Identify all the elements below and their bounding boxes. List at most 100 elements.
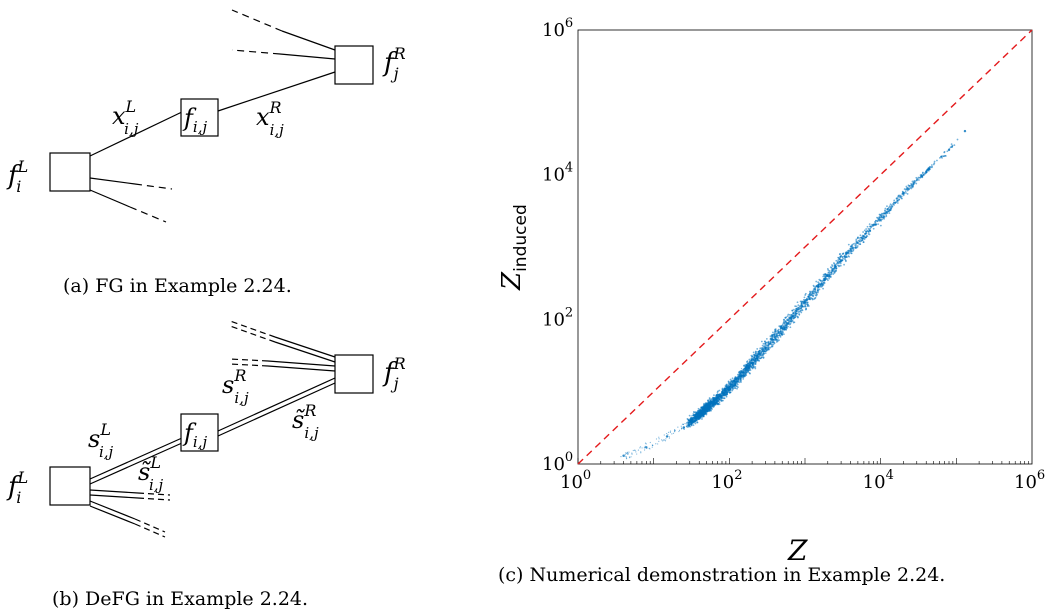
scatter-point xyxy=(703,410,706,412)
scatter-point xyxy=(743,374,745,377)
scatter-point xyxy=(744,369,747,372)
scatter-point xyxy=(828,274,831,277)
branch-b-fR-1b-dash xyxy=(229,325,276,343)
scatter-point xyxy=(889,207,892,210)
scatter-point xyxy=(885,211,888,214)
scatter-point xyxy=(797,307,800,309)
scatter-point xyxy=(698,409,701,411)
scatter-point xyxy=(729,388,731,391)
scatter-point xyxy=(765,349,768,351)
scatter-point xyxy=(753,363,755,365)
scatter-point xyxy=(722,391,724,393)
scatter-point xyxy=(677,426,679,428)
scatter-point xyxy=(739,370,742,372)
branch-b-fR-2a-dash xyxy=(229,358,269,362)
scatter-point xyxy=(794,314,797,317)
scatter-point xyxy=(946,150,949,153)
scatter-point xyxy=(843,255,846,258)
scatter-point xyxy=(634,449,636,452)
scatter-point xyxy=(804,292,807,295)
scatter-point xyxy=(828,270,831,272)
scatter-point xyxy=(655,438,658,440)
scatter-point xyxy=(890,204,893,207)
scatter-point xyxy=(702,415,704,417)
branch-b-fR-1a-dash xyxy=(229,320,276,338)
scatter-point xyxy=(796,315,799,318)
scatter-point xyxy=(783,333,785,336)
scatter-point xyxy=(734,387,736,389)
scatter-point xyxy=(841,256,844,258)
scatter-point xyxy=(943,150,946,153)
scatter-point xyxy=(730,388,732,390)
scatter-point xyxy=(854,242,857,245)
scatter-point xyxy=(743,371,745,373)
scatter-point xyxy=(822,277,825,280)
scatter-point xyxy=(917,176,920,179)
y-axis-label: Zinduced xyxy=(497,204,531,291)
scatter-point xyxy=(821,283,824,285)
scatter-point xyxy=(758,357,761,360)
scatter-point xyxy=(686,422,688,424)
scatter-point xyxy=(837,256,840,259)
scatter-point xyxy=(694,415,697,418)
scatter-point xyxy=(856,240,858,243)
scatter-point xyxy=(835,259,838,262)
scatter-point xyxy=(738,372,741,375)
scatter-point xyxy=(691,422,693,424)
scatter-point xyxy=(814,294,817,296)
scatter-point xyxy=(852,246,855,249)
scatter-point xyxy=(886,205,888,208)
scatter-point xyxy=(933,160,936,163)
scatter-point xyxy=(773,341,776,344)
scatter-point xyxy=(880,215,883,217)
scatter-point xyxy=(745,372,748,374)
scatter-point xyxy=(892,203,895,205)
scatter-point xyxy=(872,224,875,227)
scatter-point xyxy=(896,197,899,200)
scatter-point xyxy=(787,325,789,328)
branch-b-fL-2b-dash xyxy=(134,523,166,538)
scatter-point xyxy=(963,129,967,133)
scatter-point xyxy=(827,279,829,282)
edge-sL-1 xyxy=(89,437,183,480)
scatter-point xyxy=(731,386,734,389)
caption-c: (c) Numerical demonstration in Example 2… xyxy=(498,564,945,586)
label-b-sR: sR i,j xyxy=(222,366,249,407)
scatter-point xyxy=(686,423,688,425)
scatter-point xyxy=(847,255,850,257)
scatter-point xyxy=(657,443,659,445)
scatter-point xyxy=(859,240,861,243)
scatter-point xyxy=(678,430,680,433)
scatter-point xyxy=(741,375,743,378)
scatter-plot: 100 102 104 106 100 102 104 106 xyxy=(542,16,1045,493)
scatter-point xyxy=(686,425,688,427)
scatter-point xyxy=(791,309,794,312)
y-tick-label: 104 xyxy=(542,161,573,186)
scatter-point xyxy=(717,402,719,405)
scatter-point xyxy=(625,456,627,458)
scatter-point xyxy=(672,432,675,434)
scatter-point xyxy=(724,389,726,391)
scatter-point xyxy=(785,316,788,319)
scatter-point xyxy=(758,360,760,362)
scatter-point xyxy=(750,361,754,365)
scatter-point xyxy=(900,197,903,199)
scatter-point xyxy=(727,387,729,389)
scatter-point xyxy=(641,447,643,449)
scatter-point xyxy=(927,169,930,172)
scatter-point xyxy=(728,383,730,386)
scatter-point xyxy=(749,366,751,368)
scatter-point xyxy=(872,227,875,230)
scatter-point xyxy=(812,288,815,291)
scatter-point xyxy=(855,246,858,248)
scatter-point xyxy=(925,170,928,173)
scatter-point xyxy=(868,228,871,231)
scatter-point xyxy=(866,225,869,228)
scatter-point xyxy=(626,451,629,453)
scatter-point xyxy=(726,391,729,393)
scatter-point xyxy=(688,414,691,417)
scatter-point xyxy=(777,334,780,337)
scatter-point xyxy=(742,368,745,371)
scatter-point xyxy=(703,406,706,409)
